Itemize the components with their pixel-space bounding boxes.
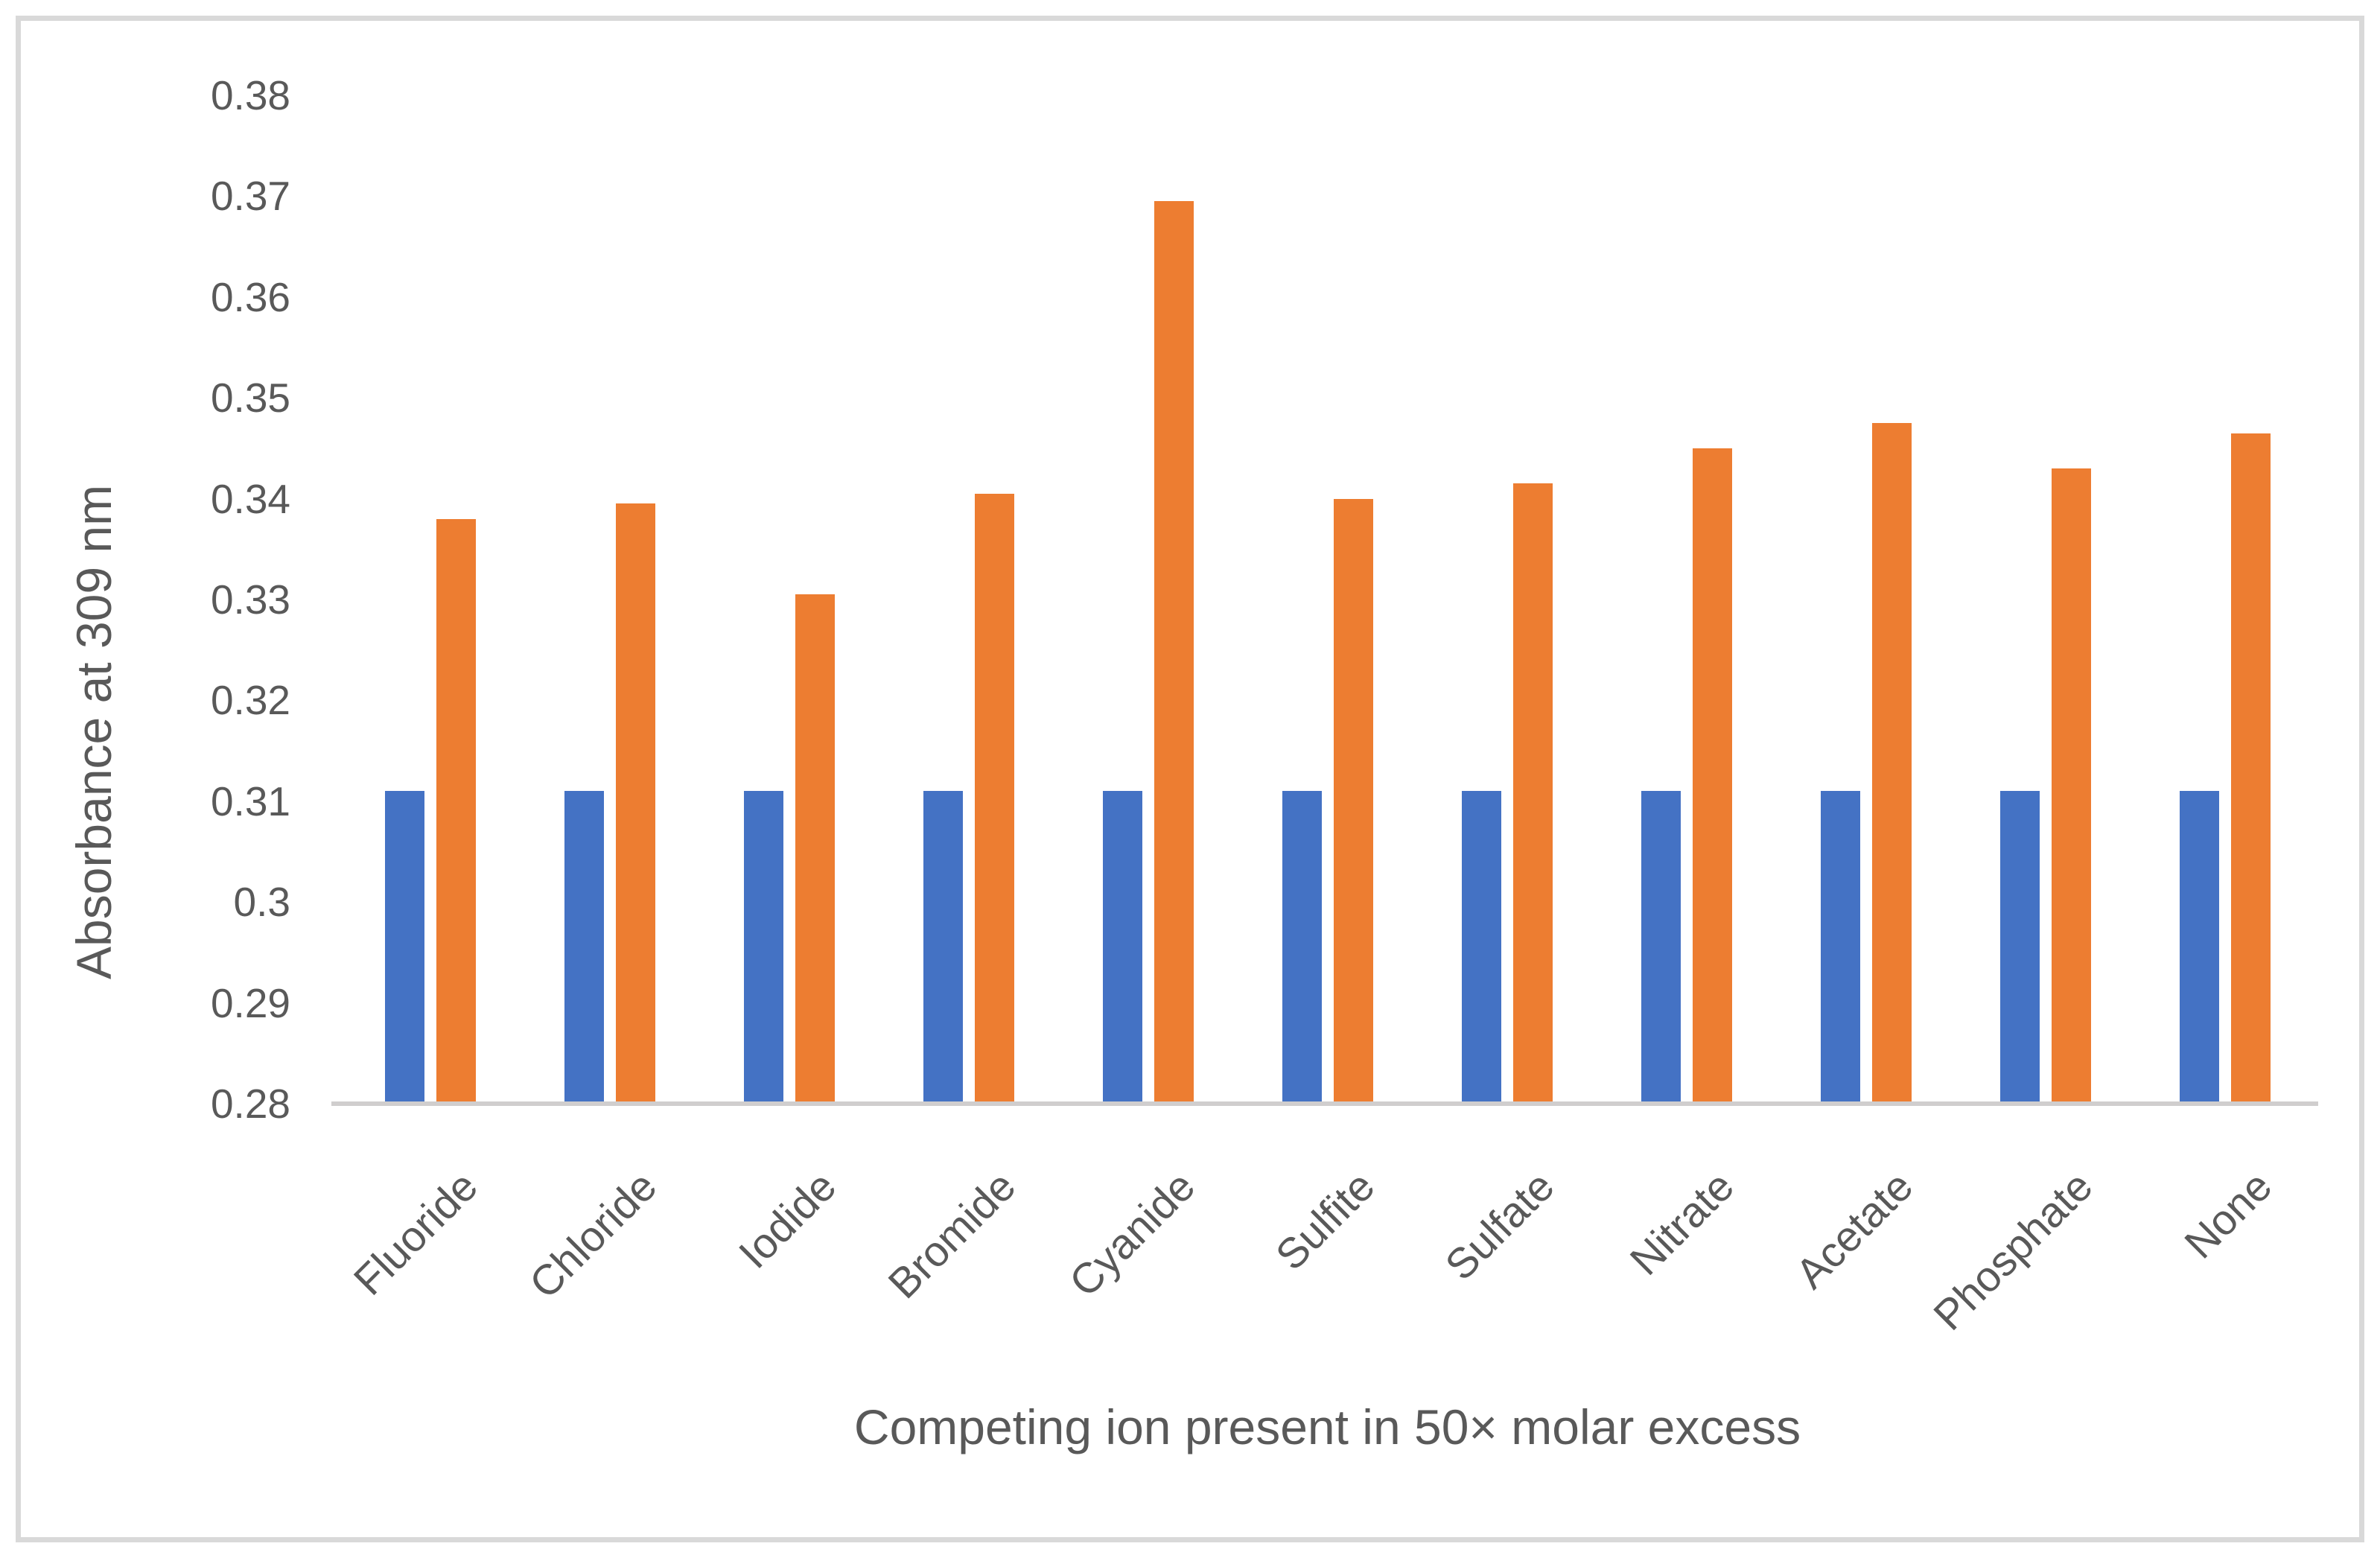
bar-orange-cyanide	[1154, 201, 1194, 1104]
x-category-label-acetate: Acetate	[1786, 1162, 1923, 1298]
bar-orange-iodide	[795, 594, 835, 1104]
x-category-label-chloride: Chloride	[521, 1162, 666, 1309]
bar-orange-sulfite	[1333, 498, 1373, 1104]
bar-blue-phosphate	[1999, 791, 2040, 1104]
bar-blue-fluoride	[384, 791, 424, 1104]
x-axis-line	[331, 1101, 2318, 1106]
y-tick-label-0.29: 0.29	[210, 979, 290, 1026]
x-axis-title: Competing ion present in 50× molar exces…	[853, 1399, 1801, 1454]
y-tick-label-0.3: 0.3	[233, 879, 290, 926]
x-category-label-sulfite: Sulfite	[1267, 1162, 1384, 1279]
plot-area	[340, 95, 2314, 1104]
x-category-label-cyanide: Cyanide	[1060, 1162, 1205, 1306]
bar-orange-none	[2230, 433, 2271, 1104]
bar-blue-none	[2179, 791, 2219, 1104]
bar-blue-sulfate	[1461, 791, 1501, 1104]
x-category-label-iodide: Iodide	[730, 1162, 846, 1278]
y-tick-label-0.31: 0.31	[210, 778, 290, 824]
y-tick-label-0.38: 0.38	[210, 72, 290, 118]
y-tick-label-0.28: 0.28	[210, 1081, 290, 1127]
bar-orange-fluoride	[436, 518, 476, 1104]
y-tick-label-0.32: 0.32	[210, 677, 290, 724]
y-tick-label-0.36: 0.36	[210, 273, 290, 320]
x-category-label-none: None	[2175, 1162, 2282, 1268]
bar-blue-bromide	[923, 791, 963, 1104]
bar-orange-phosphate	[2051, 468, 2091, 1104]
y-tick-label-0.33: 0.33	[210, 576, 290, 623]
y-tick-label-0.34: 0.34	[210, 475, 290, 522]
x-category-label-phosphate: Phosphate	[1924, 1162, 2102, 1340]
bar-blue-sulfite	[1282, 791, 1322, 1104]
bar-blue-nitrate	[1641, 791, 1681, 1104]
x-category-label-nitrate: Nitrate	[1620, 1162, 1743, 1285]
bar-blue-iodide	[743, 791, 783, 1104]
y-tick-label-0.35: 0.35	[210, 375, 290, 422]
y-tick-label-0.37: 0.37	[210, 173, 290, 220]
bar-orange-acetate	[1871, 423, 1912, 1104]
x-category-label-sulfate: Sulfate	[1436, 1162, 1564, 1290]
bar-orange-chloride	[615, 503, 655, 1104]
bar-blue-chloride	[564, 791, 604, 1104]
x-category-label-fluoride: Fluoride	[344, 1162, 487, 1305]
bar-blue-cyanide	[1102, 791, 1142, 1104]
bar-orange-sulfate	[1512, 483, 1553, 1104]
bar-blue-acetate	[1820, 791, 1860, 1104]
bar-orange-bromide	[974, 493, 1014, 1104]
x-category-label-bromide: Bromide	[879, 1162, 1025, 1309]
bar-orange-nitrate	[1692, 448, 1732, 1104]
